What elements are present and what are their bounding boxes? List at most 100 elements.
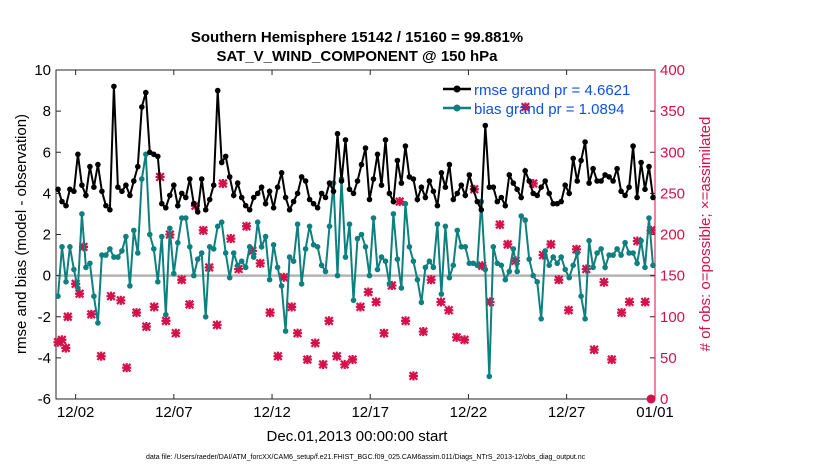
rmse-point (99, 188, 105, 195)
rmse-point (171, 182, 177, 188)
rmse-point (63, 202, 69, 209)
rmse-point (562, 182, 568, 188)
rmse-point (159, 200, 165, 207)
bias-point (578, 293, 584, 300)
rmse-point (210, 182, 217, 188)
x-tick-label: 12/22 (450, 404, 488, 421)
rmse-point (262, 200, 269, 207)
bias-point (414, 276, 421, 283)
rmse-point (614, 165, 620, 172)
bias-point (250, 254, 257, 260)
y-right-tick-label: 50 (660, 350, 677, 367)
rmse-point (354, 178, 361, 184)
bias-point (354, 235, 361, 242)
rmse-point (218, 159, 225, 166)
bias-point (163, 311, 169, 318)
rmse-point (414, 196, 421, 203)
obs-assimilated-marker (599, 277, 609, 287)
bias-point (490, 244, 497, 250)
rmse-point (566, 190, 572, 197)
obs-assimilated-marker (477, 261, 487, 271)
rmse-point (254, 190, 261, 197)
y-right-tick-label: 0 (660, 391, 668, 408)
bias-point (139, 176, 145, 182)
bias-point (298, 281, 305, 287)
bias-point (574, 250, 580, 256)
rmse-point (394, 157, 401, 164)
y-tick-label: 4 (43, 185, 51, 202)
bias-point (550, 254, 556, 260)
bias-point (446, 274, 453, 281)
obs-assimilated-marker (395, 197, 405, 207)
bias-series (55, 151, 656, 380)
bias-point (230, 250, 237, 256)
obs-assimilated-marker (485, 297, 495, 307)
y-tick-label: 2 (43, 227, 51, 244)
rmse-point (586, 180, 592, 186)
y-axis-label-right: # of obs: o=possible; ×=assimilated (697, 117, 714, 352)
obs-assimilated-marker (459, 335, 470, 345)
rmse-point (302, 178, 309, 184)
bias-point (99, 252, 105, 258)
obs-assimilated-marker (503, 239, 513, 249)
bias-point (610, 252, 616, 258)
bias-point (75, 285, 81, 291)
bias-point (318, 262, 325, 269)
bias-point (282, 328, 289, 334)
bias-point (614, 246, 620, 252)
rmse-point (506, 172, 513, 178)
rmse-point (214, 87, 221, 94)
obs-assimilated-marker (418, 326, 428, 337)
bias-point (294, 221, 301, 227)
obs-assimilated-marker (436, 297, 446, 307)
rmse-point (238, 194, 245, 201)
bias-point (522, 217, 528, 223)
rmse-point (131, 178, 137, 184)
bias-point (262, 233, 269, 240)
rmse-point (366, 196, 373, 203)
rmse-point (163, 205, 169, 211)
rmse-point (294, 190, 301, 197)
bias-point (151, 246, 157, 252)
bias-point (586, 237, 592, 244)
rmse-point (430, 188, 437, 195)
y-tick-label: 6 (43, 144, 51, 161)
x-tick-label: 12/17 (351, 404, 389, 421)
bias-point (498, 262, 505, 269)
bias-point (135, 250, 141, 256)
rmse-point (59, 198, 65, 205)
bias-point (334, 272, 341, 279)
rmse-point (642, 186, 648, 193)
bias-point (214, 223, 221, 230)
rmse-point (350, 190, 357, 197)
rmse-point (290, 198, 297, 205)
bias-point (606, 252, 612, 258)
bias-point (278, 283, 285, 289)
obs-assimilated-marker (332, 351, 342, 361)
rmse-point (230, 192, 237, 199)
obs-assimilated-marker (149, 302, 159, 312)
rmse-point (175, 202, 181, 209)
bias-point (562, 266, 568, 273)
obs-assimilated-marker (184, 299, 195, 309)
rmse-point (638, 159, 644, 166)
bias-point (502, 276, 509, 283)
obs-assimilated-marker (640, 297, 650, 307)
bias-point (258, 244, 265, 250)
bias-point (482, 266, 489, 273)
rmse-point (179, 190, 185, 197)
obs-assimilated-marker (131, 308, 142, 318)
obs-assimilated-marker (265, 308, 275, 318)
y-right-tick-label: 250 (660, 185, 685, 202)
rmse-point (522, 168, 528, 174)
rmse-point (334, 130, 341, 137)
rmse-point (338, 178, 345, 184)
bias-point (366, 272, 373, 279)
rmse-point (622, 192, 628, 199)
obs-assimilated-marker (106, 291, 116, 301)
rmse-point (306, 196, 313, 203)
rmse-point (550, 200, 556, 207)
bias-point (530, 272, 536, 279)
rmse-point (155, 153, 161, 160)
bias-point (486, 373, 493, 380)
